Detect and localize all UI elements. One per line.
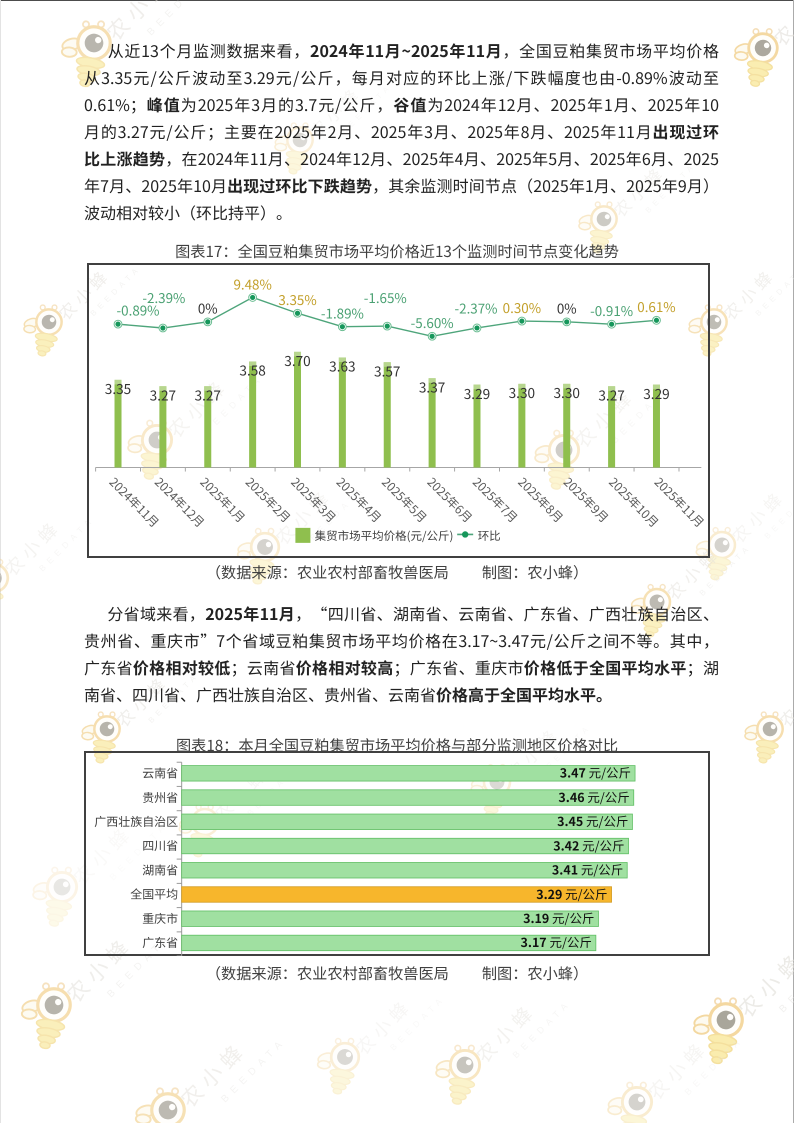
svg-text:3.27: 3.27 [149, 385, 175, 405]
svg-text:9.48%: 9.48% [233, 274, 271, 294]
svg-text:-2.37%: -2.37% [454, 298, 497, 318]
svg-text:3.45 元/公斤: 3.45 元/公斤 [557, 812, 628, 830]
svg-text:-1.89%: -1.89% [320, 303, 363, 323]
svg-text:3.27: 3.27 [194, 385, 220, 405]
svg-text:0.30%: 0.30% [502, 297, 540, 317]
svg-text:3.58: 3.58 [239, 360, 265, 380]
svg-text:2025年11月: 2025年11月 [650, 474, 707, 531]
svg-text:2025年8月: 2025年8月 [514, 474, 567, 527]
svg-text:-5.60%: -5.60% [410, 313, 453, 333]
svg-text:0%: 0% [197, 298, 217, 318]
svg-text:广东省: 广东省 [143, 934, 179, 951]
svg-text:2025年3月: 2025年3月 [287, 474, 340, 527]
svg-text:3.29: 3.29 [463, 383, 489, 403]
svg-text:2025年7月: 2025年7月 [469, 474, 522, 527]
svg-text:集贸市场平均价格(元/公斤): 集贸市场平均价格(元/公斤) [314, 528, 453, 544]
svg-text:湖南省: 湖南省 [143, 862, 179, 879]
svg-text:3.27: 3.27 [598, 385, 624, 405]
svg-text:2025年9月: 2025年9月 [559, 474, 612, 527]
svg-text:2025年2月: 2025年2月 [241, 474, 294, 527]
svg-text:3.37: 3.37 [418, 377, 444, 397]
svg-text:-0.89%: -0.89% [116, 300, 159, 320]
svg-text:3.29 元/公斤: 3.29 元/公斤 [537, 885, 608, 903]
svg-text:0%: 0% [556, 298, 576, 318]
svg-text:贵州省: 贵州省 [143, 789, 179, 806]
svg-text:3.41 元/公斤: 3.41 元/公斤 [552, 861, 623, 879]
svg-text:-1.65%: -1.65% [363, 287, 406, 307]
svg-text:2025年5月: 2025年5月 [378, 474, 431, 527]
svg-text:3.35%: 3.35% [278, 290, 316, 310]
svg-text:2025年4月: 2025年4月 [332, 474, 385, 527]
svg-text:3.17 元/公斤: 3.17 元/公斤 [521, 933, 592, 951]
svg-text:3.29: 3.29 [643, 383, 669, 403]
svg-text:云南省: 云南省 [143, 765, 179, 782]
svg-text:3.30: 3.30 [553, 382, 579, 402]
svg-text:3.47 元/公斤: 3.47 元/公斤 [560, 764, 631, 782]
svg-text:3.70: 3.70 [284, 350, 310, 370]
svg-text:-2.39%: -2.39% [142, 287, 185, 307]
svg-text:-0.91%: -0.91% [590, 300, 633, 320]
svg-text:3.46 元/公斤: 3.46 元/公斤 [559, 788, 630, 806]
svg-text:广西壮族自治区: 广西壮族自治区 [95, 813, 179, 830]
svg-text:全国平均: 全国平均 [131, 886, 179, 903]
svg-text:四川省: 四川省 [143, 837, 179, 854]
svg-text:2025年6月: 2025年6月 [423, 474, 476, 527]
svg-text:重庆市: 重庆市 [143, 910, 179, 927]
svg-text:3.19 元/公斤: 3.19 元/公斤 [523, 909, 594, 927]
svg-text:环比: 环比 [477, 528, 500, 544]
svg-text:3.57: 3.57 [374, 361, 400, 381]
svg-text:3.63: 3.63 [329, 356, 355, 376]
svg-text:3.42 元/公斤: 3.42 元/公斤 [554, 837, 625, 855]
svg-text:0.61%: 0.61% [637, 297, 675, 317]
svg-text:3.35: 3.35 [104, 378, 130, 398]
svg-text:3.30: 3.30 [508, 382, 534, 402]
